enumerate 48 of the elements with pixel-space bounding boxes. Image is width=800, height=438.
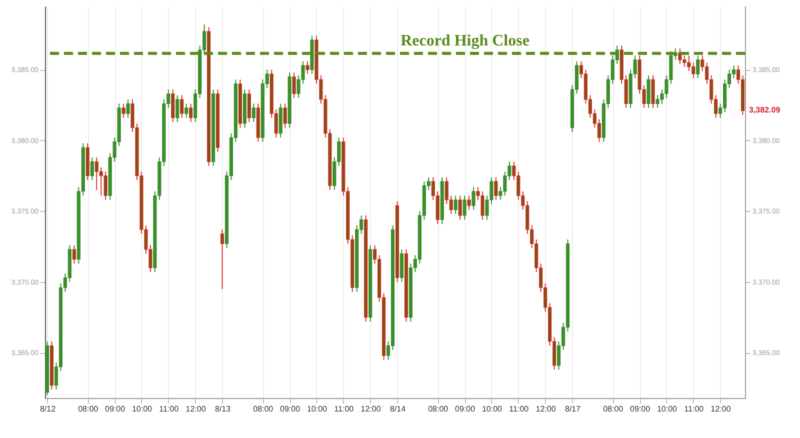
x-tick-label: 8/14: [390, 404, 406, 414]
candlestick: [90, 156, 94, 181]
candlestick: [458, 195, 462, 220]
candlestick: [696, 55, 700, 79]
candlestick: [176, 94, 180, 123]
candlestick: [454, 195, 458, 215]
x-tick-label: 08:00: [78, 404, 99, 414]
candlestick: [462, 195, 466, 220]
candlestick: [184, 103, 188, 118]
candlestick: [122, 103, 126, 118]
candlestick: [494, 176, 498, 200]
x-tick-label: 12:00: [186, 404, 206, 414]
x-tick-label: 11:00: [684, 404, 704, 414]
x-tick-label: 08:00: [428, 404, 449, 414]
candlestick: [189, 103, 193, 123]
x-tick-label: 09:00: [630, 404, 651, 414]
x-tick-label: 12:00: [710, 404, 732, 414]
x-tick-label: 08:00: [253, 404, 274, 414]
candlestick: [104, 171, 108, 200]
candlestick: [292, 72, 296, 98]
x-tick-label: 11:00: [334, 404, 354, 414]
candlestick: [678, 48, 682, 65]
candlestick: [220, 229, 224, 290]
x-tick-label: 09:00: [280, 404, 301, 414]
x-tick-label: 10:00: [656, 404, 678, 414]
candlestick: [283, 103, 287, 128]
candlestick: [180, 94, 184, 118]
ref-line-label: Record High Close: [400, 32, 530, 50]
x-tick-label: 09:00: [455, 404, 476, 414]
x-tick-label: 10:00: [306, 404, 328, 414]
x-tick-label: 8/17: [564, 404, 582, 414]
x-tick-label: 8/13: [214, 404, 232, 414]
x-tick-label: 09:00: [105, 404, 126, 414]
x-tick-label: 12:00: [360, 404, 382, 414]
x-tick-label: 11:00: [159, 404, 180, 414]
candlestick: [467, 195, 471, 210]
x-tick-label: 12:00: [536, 404, 556, 414]
text: 3,382.09: [749, 106, 781, 115]
x-tick-label: 10:00: [482, 404, 503, 414]
candlestick: [252, 103, 256, 123]
x-tick-label: 08:00: [603, 404, 624, 414]
x-tick-label: 11:00: [509, 404, 530, 414]
x-tick-label: 8/12: [40, 404, 56, 414]
candlestick: [126, 98, 130, 118]
candlestick: [472, 186, 476, 210]
candlestick: [306, 60, 310, 74]
candlestick: [72, 244, 76, 264]
x-tick-label: 10:00: [132, 404, 153, 414]
